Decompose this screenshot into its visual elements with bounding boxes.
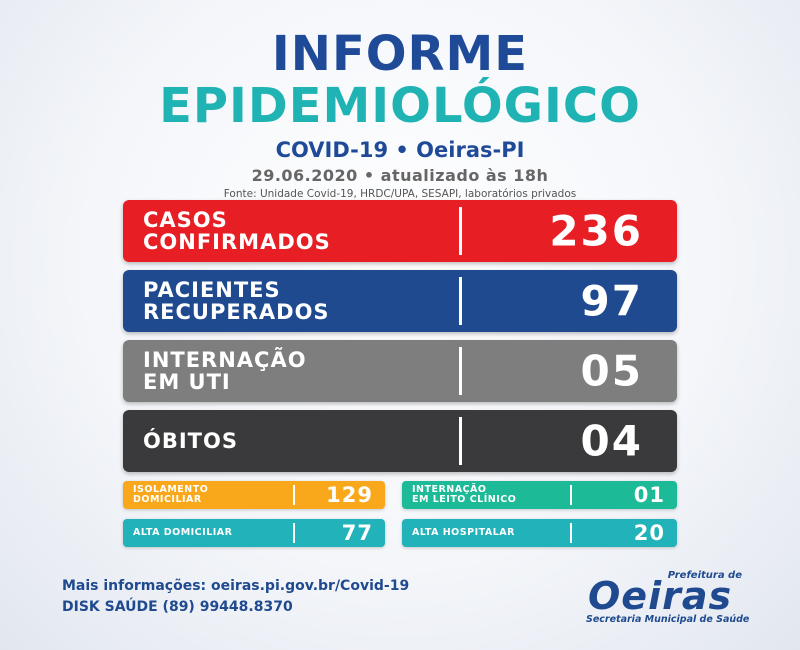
data-source: Fonte: Unidade Covid-19, HRDC/UPA, SESAP…: [223, 188, 577, 200]
divider: [570, 485, 572, 505]
title-informe: INFORME: [271, 26, 529, 82]
stat-value: 77: [341, 521, 373, 545]
divider: [293, 485, 295, 505]
logo-secretaria-text: Secretaria Municipal de Saúde: [586, 614, 750, 625]
stat-value: 97: [580, 276, 643, 326]
disk-saude-phone: DISK SAÚDE (89) 99448.8370: [62, 599, 293, 615]
stat-value: 05: [580, 346, 643, 396]
stat-label: INTERNAÇÃO EM LEITO CLÍNICO: [412, 484, 517, 505]
divider: [459, 277, 462, 325]
stat-casos-confirmados: CASOS CONFIRMADOS 236: [123, 200, 677, 262]
update-date: 29.06.2020 • atualizado às 18h: [251, 166, 549, 185]
stat-internacao-uti: INTERNAÇÃO EM UTI 05: [123, 340, 677, 402]
stat-pacientes-recuperados: PACIENTES RECUPERADOS 97: [123, 270, 677, 332]
divider: [570, 523, 572, 543]
stat-value: 04: [580, 416, 643, 466]
divider: [293, 523, 295, 543]
stat-label: ÓBITOS: [143, 429, 238, 453]
subtitle: COVID-19 • Oeiras-PI: [275, 138, 525, 162]
prefeitura-oeiras-logo: Prefeitura de Oeiras Secretaria Municipa…: [580, 568, 750, 628]
logo-prefeitura-text: Prefeitura de: [667, 570, 742, 581]
stat-label: ALTA HOSPITALAR: [412, 527, 515, 538]
divider: [459, 207, 462, 255]
footer-info: Mais informações: oeiras.pi.gov.br/Covid…: [62, 576, 409, 618]
header: INFORME EPIDEMIOLÓGICO COVID-19 • Oeiras…: [0, 30, 800, 200]
stat-isolamento-domiciliar: ISOLAMENTO DOMICILIAR 129: [123, 481, 385, 509]
stat-obitos: ÓBITOS 04: [123, 410, 677, 472]
stat-label: INTERNAÇÃO EM UTI: [143, 348, 307, 394]
stat-value: 01: [633, 483, 665, 507]
divider: [459, 417, 462, 465]
stat-alta-hospitalar: ALTA HOSPITALAR 20: [402, 519, 677, 547]
stat-label: PACIENTES RECUPERADOS: [143, 278, 330, 324]
stat-label: CASOS CONFIRMADOS: [143, 208, 331, 254]
stat-internacao-leito-clinico: INTERNAÇÃO EM LEITO CLÍNICO 01: [402, 481, 677, 509]
logo-wordmark: Oeiras: [588, 574, 733, 618]
stat-label: ISOLAMENTO DOMICILIAR: [133, 484, 209, 505]
stat-value: 20: [633, 521, 665, 545]
stat-alta-domiciliar: ALTA DOMICILIAR 77: [123, 519, 385, 547]
stat-value: 236: [549, 206, 643, 256]
stat-value: 129: [326, 483, 373, 507]
stat-label: ALTA DOMICILIAR: [133, 527, 233, 538]
more-info-link[interactable]: Mais informações: oeiras.pi.gov.br/Covid…: [62, 578, 410, 594]
divider: [459, 347, 462, 395]
title-epidemiologico: EPIDEMIOLÓGICO: [159, 78, 641, 134]
